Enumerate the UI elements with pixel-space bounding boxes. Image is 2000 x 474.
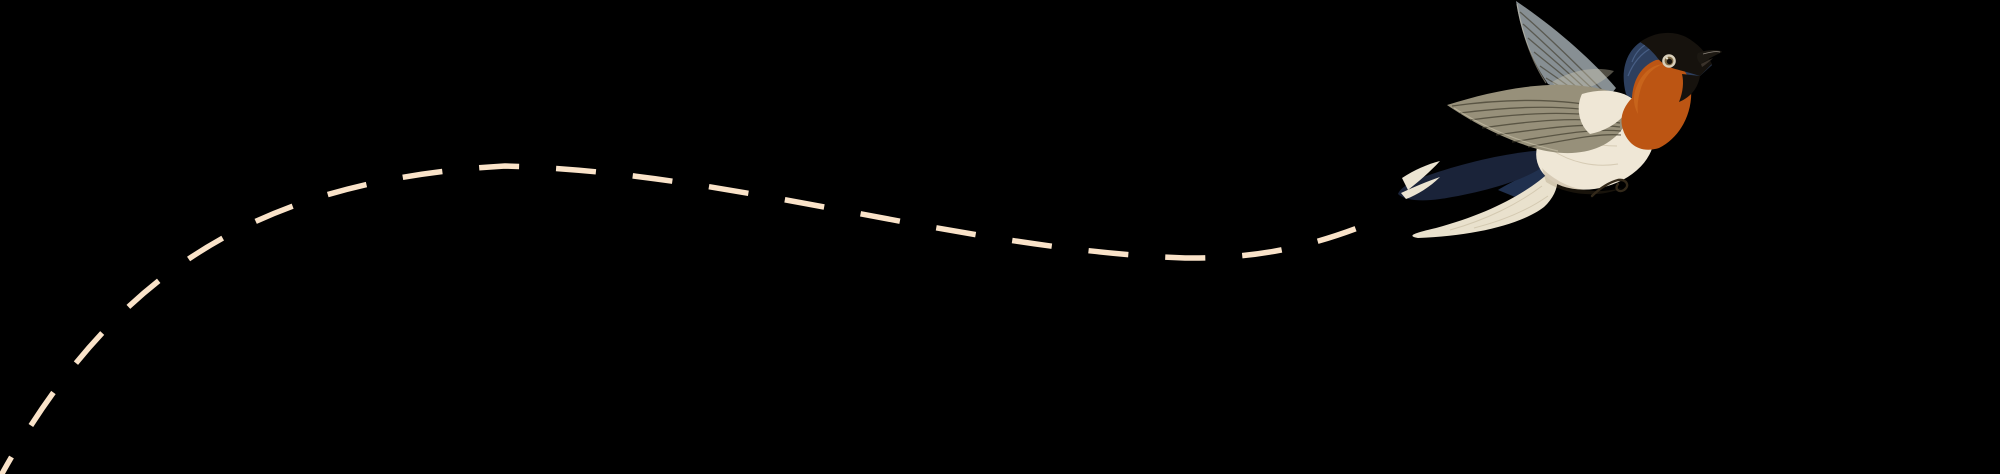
near-wing-edge-highlight — [1453, 107, 1559, 152]
eye-pupil — [1666, 58, 1673, 65]
flying-swallow — [1398, 1, 1722, 238]
tail-white-tips — [1401, 161, 1440, 199]
feet — [1590, 178, 1629, 198]
breast-highlight — [1633, 64, 1665, 114]
beak-lower-mandible — [1701, 58, 1713, 67]
eye — [1662, 54, 1676, 68]
tail-feathers — [1398, 150, 1549, 201]
far-wing-trailing-edge-highlight — [1516, 3, 1547, 84]
raised-far-wing — [1516, 1, 1616, 97]
far-wing-feathers — [1516, 1, 1616, 95]
under-tail-streaks — [1449, 185, 1549, 231]
dashed-flight-path — [0, 163, 1370, 474]
face-mask — [1640, 32, 1712, 76]
eye-highlight — [1665, 57, 1669, 60]
beak — [1697, 49, 1722, 64]
breast — [1621, 59, 1692, 150]
throat-border — [1679, 74, 1700, 102]
beak-culmen-highlight — [1702, 51, 1721, 55]
shoulder-coverts — [1578, 90, 1634, 134]
under-tail-coverts — [1412, 170, 1558, 238]
belly-shadow — [1542, 168, 1622, 195]
